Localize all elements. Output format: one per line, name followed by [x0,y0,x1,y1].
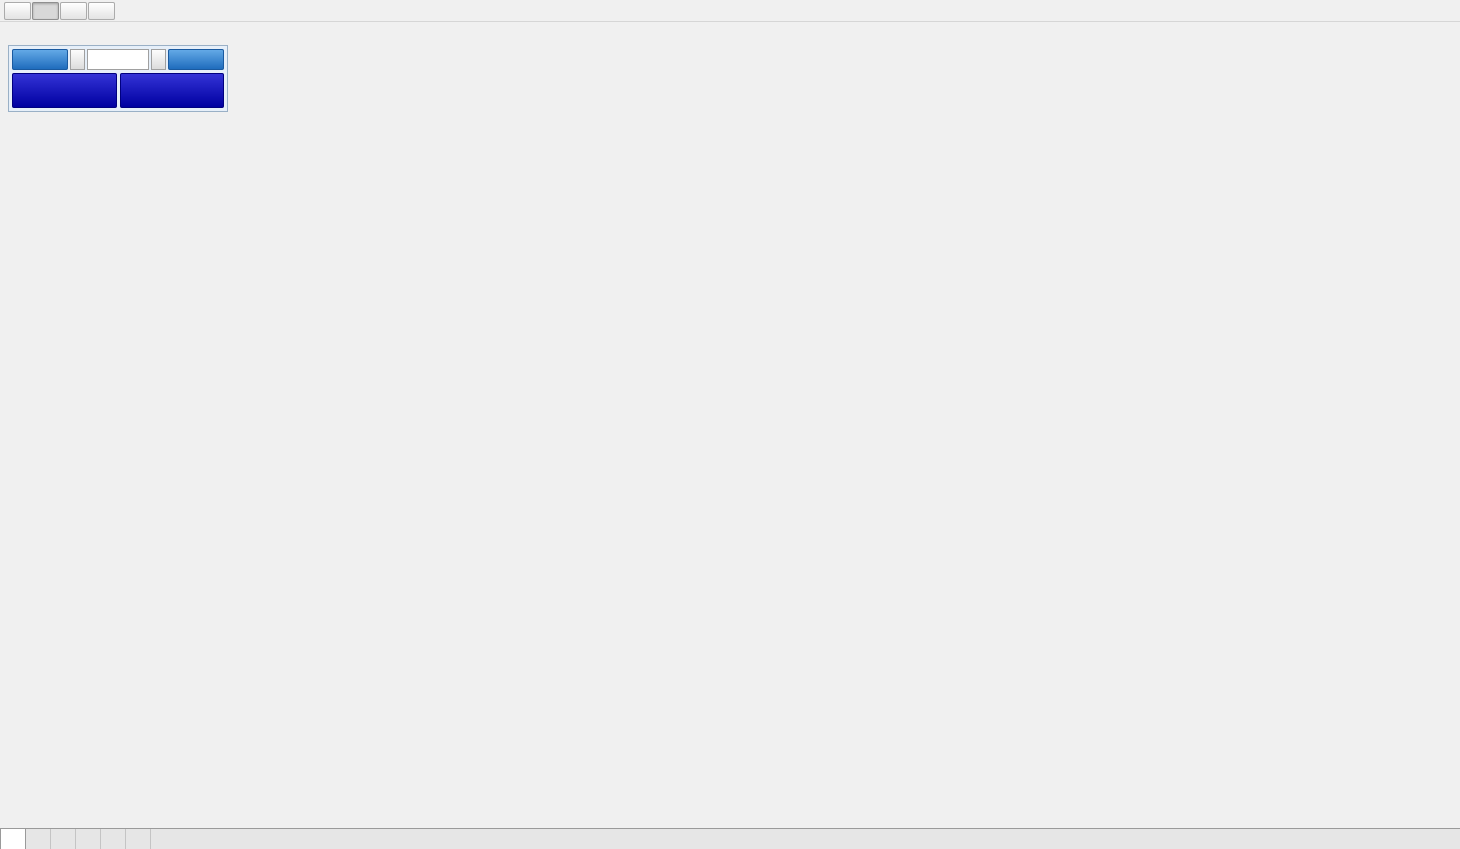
buy-price-button[interactable] [119,73,224,108]
tab-audusd-daily[interactable] [26,829,51,849]
rsi-label [6,679,11,690]
volume-up-icon[interactable] [151,49,166,70]
one-click-trading-panel [8,45,228,112]
buy-button[interactable] [168,49,224,70]
symbol-tabs-bar [0,828,1460,849]
sell-button[interactable] [12,49,68,70]
sell-price-button[interactable] [12,73,117,108]
tab-usdchf-daily[interactable] [51,829,76,849]
timeframe-button-w1[interactable] [60,1,87,20]
macd-label [6,571,11,582]
tab-usdcnh-daily[interactable] [101,829,126,849]
tab-eurchf-weekly[interactable] [126,829,151,849]
timeframe-button-mn[interactable] [88,1,115,20]
tab-eurusd-daily[interactable] [0,829,26,849]
volume-input[interactable] [87,49,149,70]
tab-usdcad-daily[interactable] [76,829,101,849]
volume-down-icon[interactable] [70,49,85,70]
timeframe-button-d1[interactable] [32,1,59,20]
timeframe-button-h4[interactable] [4,1,31,20]
timeframe-toolbar [0,0,1460,22]
